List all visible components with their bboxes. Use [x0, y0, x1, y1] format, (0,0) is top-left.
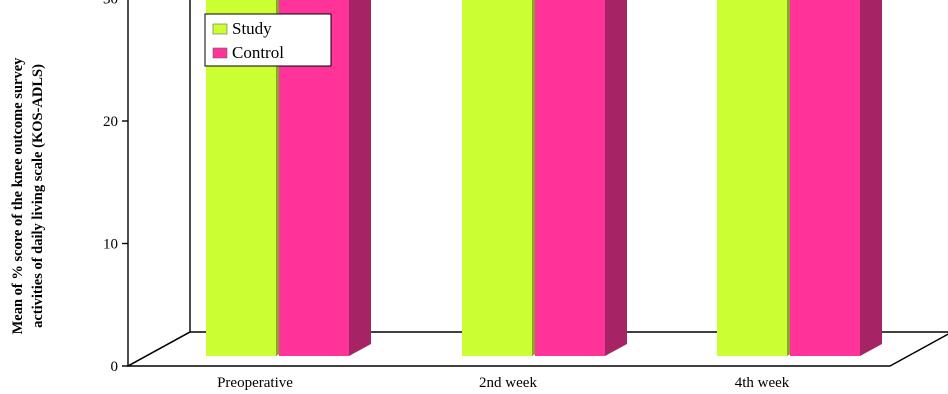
y-tick-label: 30 [103, 0, 118, 8]
y-axis-label-line: Mean of % score of the knee outcome surv… [10, 57, 26, 335]
legend-swatch [213, 24, 227, 34]
x-axis-categories: Preoperative 2nd week 4th week [217, 375, 790, 391]
bar-side [605, 0, 627, 356]
legend-swatch [213, 48, 227, 58]
chart-left-wall [128, 0, 190, 366]
legend-label: Control [232, 43, 284, 62]
y-tick-label: 0 [111, 359, 119, 375]
y-tick-label: 20 [103, 114, 118, 130]
bar-front [462, 0, 532, 356]
x-category-label: 2nd week [479, 375, 537, 391]
x-category-label: Preoperative [217, 375, 293, 391]
bar-control-4th-week [790, 0, 882, 356]
x-category-label: 4th week [735, 375, 790, 391]
y-axis-ticks: 01020304050607080 [103, 0, 128, 375]
y-axis-label: Mean of % score of the knee outcome surv… [10, 57, 46, 335]
bar-side [860, 0, 882, 356]
y-tick-label: 10 [103, 237, 118, 253]
bar-front [717, 0, 787, 356]
y-axis-label-line: activities of daily living scale (KOS-AD… [30, 64, 46, 328]
legend: Study Control [205, 14, 331, 66]
bar-front [535, 0, 605, 356]
legend-label: Study [232, 19, 272, 38]
bar-control-2nd-week [535, 0, 627, 356]
bar-front [790, 0, 860, 356]
bar-side [349, 0, 371, 356]
